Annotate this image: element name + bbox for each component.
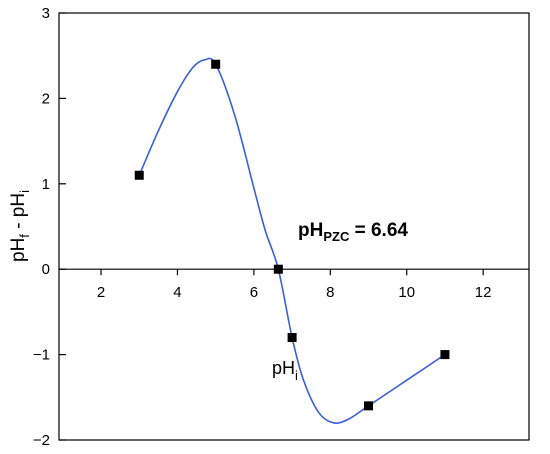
annotation-base: pH [298,220,323,241]
y-tick-label: 3 [42,5,50,22]
annotation-rest: = 6.64 [349,220,408,241]
data-point [364,401,374,411]
x-tick-label: 4 [173,284,181,301]
x-tick-label: 12 [475,284,492,301]
x-axis-title-sub: i [295,368,298,383]
y-axis-title-sub1: f [17,234,32,238]
data-point [440,350,450,360]
data-point [134,170,144,180]
series-markers [134,59,450,411]
x-tick-label: 8 [326,284,334,301]
y-ticks: −2 −1 0 1 2 3 [33,5,66,449]
x-tick-label: 10 [398,284,415,301]
y-tick-label: −1 [33,347,50,364]
y-tick-label: 0 [42,261,50,278]
x-tick-label: 6 [250,284,258,301]
data-point [287,333,297,343]
series-curve [138,57,446,424]
annotation-pzc: pHPZC = 6.64 [298,220,408,244]
y-axis-title: pHf - pHi [8,190,32,262]
x-axis-title: pHi [272,358,298,383]
y-tick-label: 2 [42,90,50,107]
y-axis-title-mid: - pH [8,193,29,234]
x-tick-label: 2 [97,284,105,301]
y-axis-title-sub2: i [17,190,32,193]
annotation-sub: PZC [323,229,350,244]
plot-frame [58,12,530,441]
y-tick-label: −2 [33,432,50,449]
y-axis-title-part1: pH [8,238,29,262]
x-axis-title-base: pH [272,358,295,378]
x-ticks: 2 4 6 8 10 12 [97,269,492,301]
data-point [273,264,283,274]
data-point [211,59,221,69]
y-tick-label: 1 [42,176,50,193]
